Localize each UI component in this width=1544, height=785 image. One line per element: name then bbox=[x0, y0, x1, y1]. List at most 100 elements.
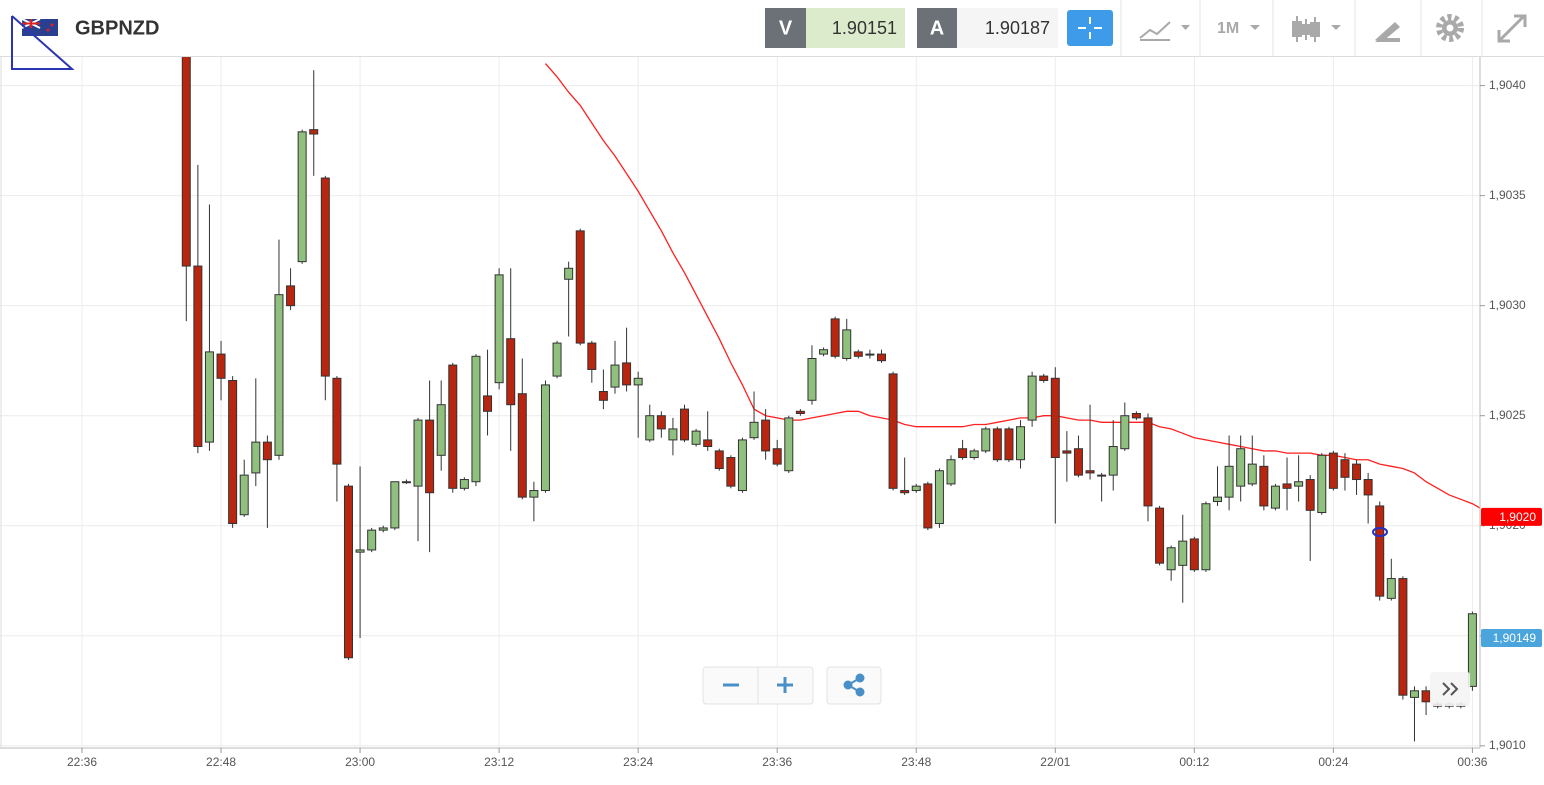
candle-body bbox=[1120, 415, 1130, 450]
bid-tag-box[interactable] bbox=[765, 8, 806, 48]
candle-body bbox=[1062, 450, 1072, 454]
candle-body bbox=[1016, 426, 1026, 461]
candle-body bbox=[726, 457, 736, 487]
candle-body bbox=[1294, 481, 1304, 487]
candle-body bbox=[239, 474, 249, 516]
candle-body bbox=[981, 428, 991, 452]
candle-body bbox=[1027, 375, 1037, 421]
crosshair-button[interactable] bbox=[1067, 10, 1113, 46]
candle-body bbox=[1131, 413, 1141, 419]
candle-body bbox=[691, 430, 701, 445]
bid-price[interactable]: 1.90151 bbox=[832, 18, 897, 38]
ask-price[interactable]: 1.90187 bbox=[985, 18, 1050, 38]
corner-marker bbox=[11, 15, 75, 70]
candle-body bbox=[1409, 690, 1419, 698]
symbol: GBPNZD bbox=[75, 17, 159, 39]
candle-body bbox=[425, 419, 435, 494]
candle-body bbox=[216, 353, 226, 379]
period-button[interactable]: 1M bbox=[1217, 20, 1260, 37]
candle-body bbox=[320, 177, 330, 377]
x-tick-label: 23:24 bbox=[623, 755, 653, 769]
chart-type-button[interactable] bbox=[1139, 21, 1190, 41]
candle-style-button[interactable] bbox=[1292, 16, 1341, 42]
candle-body bbox=[1201, 503, 1211, 571]
candle-body bbox=[958, 448, 968, 459]
candle-body bbox=[471, 355, 481, 483]
candle-body bbox=[1108, 446, 1118, 476]
bid-box[interactable] bbox=[806, 8, 905, 48]
candle-body bbox=[622, 362, 632, 386]
candle-body bbox=[297, 131, 307, 263]
selection-marker bbox=[1372, 527, 1388, 537]
candle-body bbox=[680, 408, 690, 441]
y-tick-label: 1,9030 bbox=[1489, 298, 1526, 312]
candle-body bbox=[1328, 452, 1338, 489]
axes: 1,90101,90151,90201,90251,90301,90351,90… bbox=[67, 78, 1542, 769]
candle-body bbox=[1189, 538, 1199, 571]
moving-average-line bbox=[544, 63, 1480, 509]
candle-body bbox=[656, 415, 666, 430]
candle-body bbox=[830, 318, 840, 357]
candle-body bbox=[1259, 465, 1269, 507]
x-tick-label: 00:12 bbox=[1179, 755, 1209, 769]
candle-body bbox=[1143, 417, 1153, 507]
x-tick-label: 22/01 bbox=[1040, 755, 1070, 769]
candle-body bbox=[1340, 459, 1350, 478]
x-tick-label: 23:00 bbox=[345, 755, 375, 769]
candle-body bbox=[262, 441, 272, 461]
candle-body bbox=[343, 485, 353, 659]
candle-body bbox=[1317, 454, 1327, 514]
price-label-box bbox=[1481, 628, 1542, 647]
candle-body bbox=[540, 384, 550, 492]
candle-body bbox=[228, 379, 238, 525]
candle-body bbox=[1050, 377, 1060, 459]
candle-body bbox=[645, 415, 655, 441]
y-tick-label: 1,9025 bbox=[1489, 408, 1526, 422]
candle-body bbox=[332, 377, 342, 465]
x-tick-label: 22:48 bbox=[206, 755, 236, 769]
toolbar: GBPNZD V 1.90151 A 1.90187 1M bbox=[0, 0, 1544, 70]
ask-tag-box[interactable] bbox=[917, 8, 957, 48]
candle-body bbox=[448, 364, 458, 489]
candle-body bbox=[969, 450, 979, 459]
candle-body bbox=[436, 404, 446, 456]
bid-tag[interactable]: V bbox=[779, 17, 793, 39]
candle-body bbox=[506, 338, 516, 406]
fullscreen-button[interactable] bbox=[1497, 14, 1527, 43]
period[interactable]: 1M bbox=[1217, 20, 1239, 37]
ask-tag[interactable]: A bbox=[930, 17, 944, 39]
ask-box[interactable] bbox=[957, 8, 1058, 48]
zoom-in[interactable] bbox=[777, 677, 793, 693]
x-tick-label: 23:12 bbox=[484, 755, 514, 769]
candle-body bbox=[1363, 479, 1373, 496]
candle-body bbox=[1467, 613, 1477, 687]
share-icon[interactable] bbox=[843, 673, 865, 697]
candle-body bbox=[1282, 483, 1292, 489]
candle-body bbox=[483, 395, 493, 412]
candle-body bbox=[552, 342, 562, 377]
candle-body bbox=[737, 439, 747, 492]
candle-body bbox=[598, 390, 608, 401]
candle-body bbox=[992, 428, 1002, 461]
plot-area bbox=[181, 57, 1480, 742]
candle-body bbox=[784, 417, 794, 472]
candle-body bbox=[587, 342, 597, 370]
share-button[interactable] bbox=[826, 666, 882, 705]
candle-body bbox=[459, 479, 469, 489]
candle-body bbox=[807, 357, 817, 401]
y-tick-label: 1,9040 bbox=[1489, 78, 1526, 92]
candle-body bbox=[494, 274, 504, 384]
settings-button[interactable] bbox=[1436, 14, 1464, 42]
candle-body bbox=[204, 351, 214, 443]
candle-body bbox=[876, 353, 886, 362]
candle-body bbox=[703, 439, 713, 448]
candle-body bbox=[1155, 507, 1165, 564]
drawing-tools-button[interactable] bbox=[1375, 22, 1400, 42]
candle-body bbox=[1247, 463, 1257, 485]
candle-body bbox=[529, 490, 539, 498]
candle-body bbox=[1224, 465, 1234, 498]
candle-body bbox=[761, 419, 771, 452]
scroll-right-button[interactable] bbox=[1430, 672, 1470, 706]
candle-body bbox=[1398, 578, 1408, 696]
